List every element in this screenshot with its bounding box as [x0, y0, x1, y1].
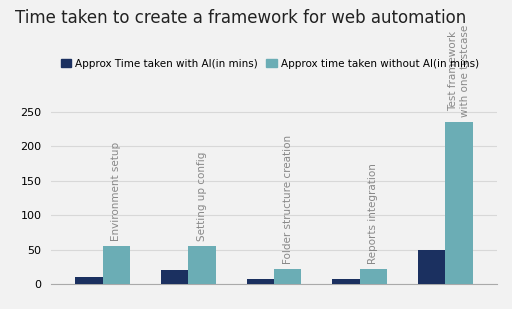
Bar	[274, 269, 302, 284]
Bar	[445, 122, 473, 284]
Text: Reports integration: Reports integration	[368, 163, 378, 264]
Bar	[188, 246, 216, 284]
Text: Environment setup: Environment setup	[111, 142, 121, 241]
Bar	[102, 246, 130, 284]
Bar	[418, 250, 445, 284]
Text: Setting up config: Setting up config	[197, 151, 207, 241]
Text: Folder structure creation: Folder structure creation	[283, 134, 293, 264]
Bar	[161, 270, 188, 284]
Text: Time taken to create a framework for web automation: Time taken to create a framework for web…	[15, 9, 466, 27]
Bar	[332, 279, 359, 284]
Text: Test framework
with one testcase: Test framework with one testcase	[448, 24, 470, 117]
Legend: Approx Time taken with AI(in mins), Approx time taken without AI(in mins): Approx Time taken with AI(in mins), Appr…	[56, 55, 483, 73]
Bar	[75, 277, 102, 284]
Bar	[246, 279, 274, 284]
Bar	[359, 269, 387, 284]
